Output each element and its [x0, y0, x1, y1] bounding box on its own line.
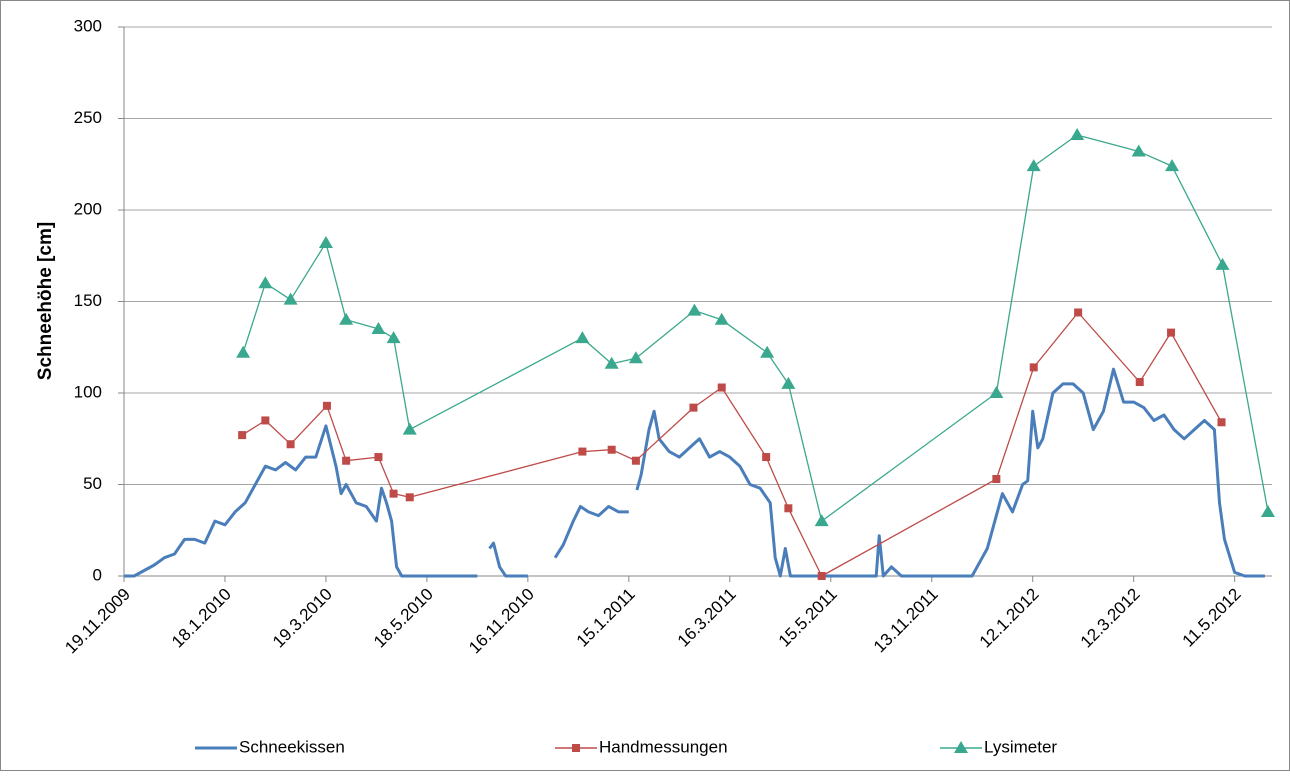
legend-label: Lysimeter [984, 737, 1057, 756]
point-marker [578, 447, 587, 456]
y-tick-label: 250 [74, 108, 102, 127]
point-marker [238, 431, 247, 440]
point-marker [1070, 127, 1085, 140]
point-marker [286, 440, 295, 449]
point-marker [1074, 308, 1083, 317]
point-marker [386, 331, 401, 344]
point-marker [318, 235, 333, 248]
point-marker [258, 276, 273, 289]
point-marker [389, 489, 398, 498]
point-marker [405, 493, 414, 502]
legend-label: Handmessungen [599, 737, 728, 756]
point-marker [402, 422, 417, 435]
point-marker [814, 514, 829, 527]
point-marker [714, 312, 729, 325]
point-marker [687, 303, 702, 316]
y-tick-label: 300 [74, 16, 102, 35]
point-marker [992, 475, 1001, 484]
point-marker [954, 741, 968, 753]
point-marker [781, 376, 796, 389]
point-marker [1217, 418, 1226, 427]
point-marker [572, 744, 580, 752]
point-marker [607, 445, 616, 454]
point-marker [322, 401, 331, 410]
point-marker [339, 312, 354, 325]
point-marker [236, 345, 251, 358]
point-marker [1215, 257, 1230, 270]
point-marker [989, 386, 1004, 398]
point-marker [1029, 363, 1038, 372]
point-marker [575, 331, 590, 344]
y-tick-label: 150 [74, 291, 102, 310]
y-tick-label: 0 [93, 565, 102, 584]
y-axis-title: Schneehöhe [cm] [35, 222, 56, 380]
y-tick-label: 100 [74, 382, 102, 401]
y-tick-label: 200 [74, 199, 102, 218]
point-marker [1167, 328, 1176, 337]
point-marker [342, 456, 351, 465]
point-marker [717, 383, 726, 392]
point-marker [1165, 159, 1180, 172]
point-marker [762, 453, 771, 462]
series-line [241, 311, 1223, 577]
point-marker [261, 416, 270, 425]
point-marker [817, 572, 826, 580]
legend-label: Schneekissen [239, 737, 345, 756]
point-marker [283, 292, 298, 305]
point-marker [1260, 504, 1275, 517]
point-marker [1135, 378, 1144, 387]
point-marker [631, 456, 640, 465]
point-marker [689, 403, 698, 412]
point-marker [628, 351, 643, 364]
point-marker [1026, 159, 1041, 172]
series-line [124, 367, 1265, 578]
y-tick-label: 50 [83, 474, 102, 493]
point-marker [760, 345, 775, 358]
point-marker [604, 356, 619, 369]
point-marker [371, 321, 386, 334]
point-marker [374, 453, 383, 462]
point-marker [784, 504, 793, 513]
point-marker [1131, 144, 1146, 157]
